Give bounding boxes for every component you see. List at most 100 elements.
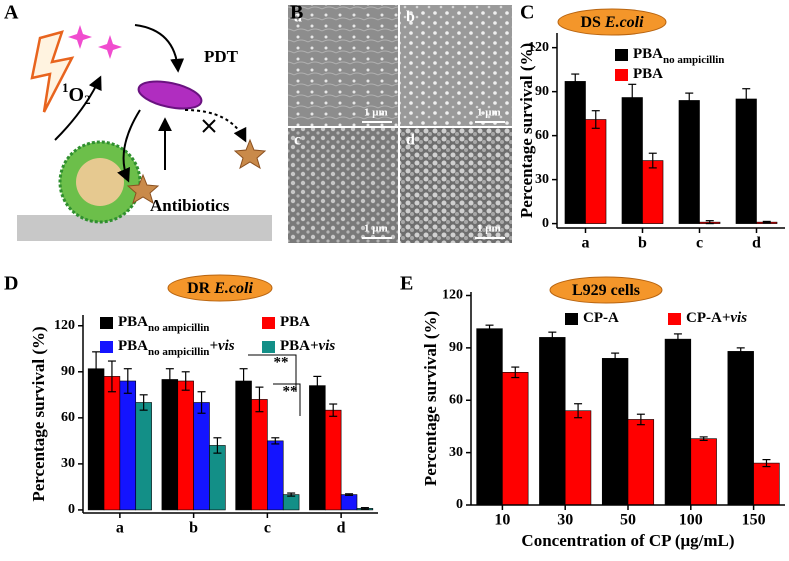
error-bar — [762, 220, 771, 224]
bar — [193, 402, 210, 511]
bar — [282, 494, 300, 511]
error-bar — [636, 413, 645, 426]
bar — [161, 379, 179, 511]
y-tick-label: 60 — [449, 392, 463, 407]
error-bar — [511, 366, 520, 379]
error-bar — [181, 371, 190, 391]
bar — [601, 358, 629, 506]
x-tick-label: a — [582, 235, 590, 252]
legend-subscript: no ampicillin — [148, 322, 209, 334]
error-bar — [139, 394, 148, 411]
x-axis-label: Concentration of CP (μg/mL) — [521, 531, 734, 550]
x-tick-label: 10 — [494, 512, 510, 529]
legend-suffix: +vis — [722, 310, 747, 326]
error-bar — [699, 436, 708, 442]
scale-bar-label: 1 μm — [364, 107, 388, 119]
y-tick-label: 0 — [68, 502, 75, 517]
sem-label: b — [406, 9, 415, 26]
legend-swatch — [565, 313, 578, 325]
y-axis-label: Percentage survival (%) — [29, 326, 48, 501]
legend-suffix: +vis — [209, 338, 234, 354]
bar — [690, 438, 717, 506]
error-bar — [736, 347, 745, 356]
title-species: E.coli — [213, 280, 253, 297]
bar — [324, 409, 342, 511]
error-bar — [360, 507, 369, 510]
annotation: ** — [274, 354, 289, 370]
error-bar — [287, 492, 296, 497]
legend-swatch — [262, 317, 275, 329]
error-bar — [271, 437, 280, 445]
bar — [267, 440, 284, 511]
bar — [209, 445, 226, 511]
bar — [177, 380, 194, 511]
sem-image — [288, 128, 398, 243]
title-species: E.coli — [604, 14, 644, 31]
arrow — [184, 109, 247, 143]
error-bar — [571, 73, 580, 90]
error-bar — [591, 110, 600, 129]
scale-bar-label: 1 μm — [364, 223, 388, 235]
sem-label: d — [406, 132, 415, 149]
x-tick-label: d — [337, 520, 346, 537]
sem-label: a — [294, 9, 302, 26]
legend-subscript: no ampicillin — [148, 346, 209, 358]
bar — [251, 399, 268, 511]
error-bar — [705, 220, 714, 225]
sem-image — [400, 5, 512, 126]
bar — [87, 368, 105, 511]
legend-swatch — [668, 313, 681, 325]
title-main: DR — [187, 280, 211, 297]
bar — [735, 98, 757, 224]
error-bar — [92, 351, 101, 387]
bar — [664, 338, 692, 506]
x-tick-label: 150 — [742, 512, 766, 529]
y-tick-label: 30 — [449, 445, 463, 460]
legend-label: PBAno ampicillin — [118, 314, 209, 333]
legend-label: CP-A — [583, 310, 619, 326]
y-tick-label: 30 — [535, 172, 549, 187]
title-main: L929 cells — [572, 282, 640, 299]
y-tick-label: 90 — [449, 340, 463, 355]
x-tick-label: b — [189, 520, 198, 537]
title-badge — [557, 8, 667, 36]
y-tick-label: 60 — [61, 410, 75, 425]
legend-name: PBA — [118, 338, 148, 354]
bar — [678, 100, 700, 224]
y-tick-label: 90 — [535, 84, 549, 99]
error-bar — [742, 88, 751, 110]
error-bar — [107, 360, 116, 393]
scale-bar-label: 1 μm — [477, 107, 501, 119]
y-tick-label: 120 — [528, 40, 549, 55]
legend-label: PBA — [633, 66, 663, 82]
antibiotic — [126, 173, 160, 205]
error-bar — [165, 368, 174, 391]
legend-label: PBAno ampicillin — [633, 46, 724, 65]
panel-letter: E — [400, 273, 413, 295]
light-icon — [30, 30, 75, 113]
chart-title: DS E.coli — [580, 14, 644, 31]
y-axis-label: Percentage survival (%) — [517, 43, 536, 218]
title-badge — [549, 276, 663, 304]
error-bar — [762, 459, 771, 468]
bar — [727, 351, 754, 506]
bar — [103, 376, 121, 511]
panel-letter: C — [520, 2, 534, 24]
error-bar — [313, 375, 322, 396]
title-badge — [167, 274, 273, 302]
x-tick-label: c — [264, 520, 271, 537]
legend-swatch — [100, 317, 113, 329]
y-tick-label: 30 — [61, 456, 75, 471]
error-bar — [628, 83, 637, 112]
legend-name: PBA — [633, 66, 663, 82]
y-axis-label: Percentage survival (%) — [421, 311, 440, 486]
legend-name: CP-A — [686, 310, 722, 326]
bar — [119, 380, 137, 511]
legend-swatch — [615, 49, 628, 61]
title-main: DS — [580, 14, 601, 31]
arrow — [54, 75, 102, 141]
antibiotic — [233, 138, 267, 170]
bar — [585, 119, 607, 224]
antibiotics-label: Antibiotics — [150, 196, 230, 215]
